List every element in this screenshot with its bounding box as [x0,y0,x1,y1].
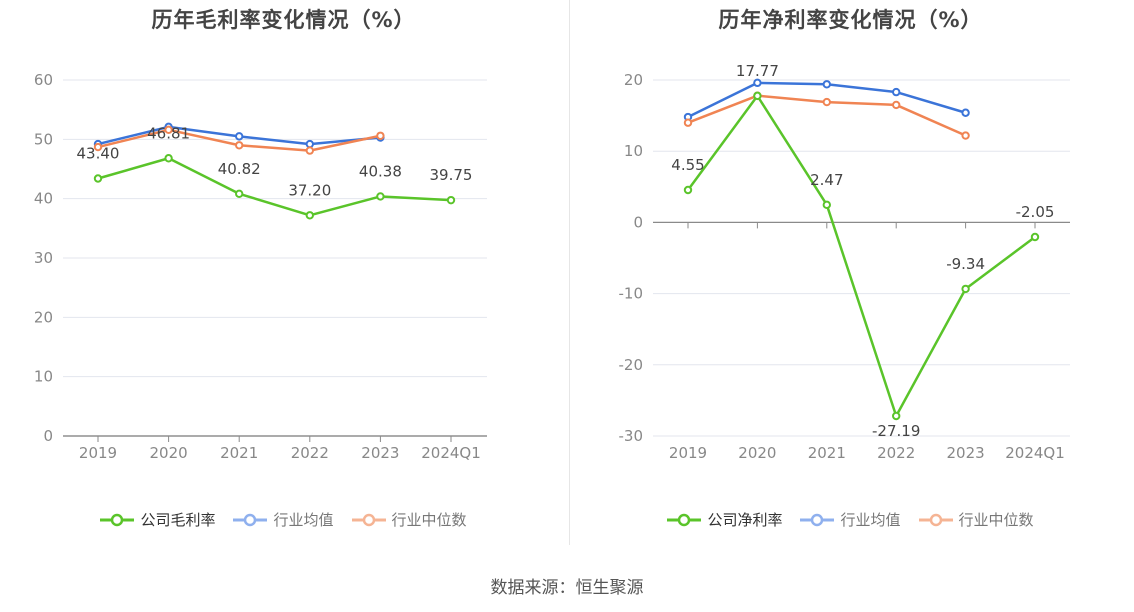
data-point [93,142,103,152]
y-tick-label: 30 [34,249,53,267]
data-point [753,91,762,101]
data-label: -27.19 [872,422,920,440]
y-tick-label: -20 [619,356,644,374]
x-tick-label: 2023 [947,444,985,462]
data-point [235,189,244,199]
legend-item-industry-median[interactable]: 行业中位数 [351,509,467,530]
data-label: 40.82 [218,160,261,178]
x-tick-label: 2020 [738,444,776,462]
data-point [892,87,901,97]
legend-label: 行业中位数 [391,511,467,529]
legend-item-industry-median[interactable]: 行业中位数 [918,509,1034,530]
data-point [822,200,831,210]
data-point [683,185,693,195]
data-point [164,154,173,163]
net-margin-panel: 历年净利率变化情况（%） -30 -20 -10 0 10 20 2019 2020 2021 2… [567,0,1134,560]
data-label: -9.34 [946,255,985,273]
x-tick-label: 2024Q1 [421,444,481,462]
data-point [376,131,385,140]
x-tick-label: 2021 [808,444,846,462]
legend: 公司净利率 行业均值 行业中位数 [567,509,1134,530]
legend-item-company[interactable]: 公司净利率 [667,509,782,530]
data-point [961,131,970,140]
x-tick-label: 2020 [150,444,188,462]
y-tick-label: 10 [624,142,643,160]
legend-label: 公司净利率 [707,511,783,529]
data-point [235,132,244,141]
y-tick-label: 60 [34,71,53,89]
legend-line-icon [667,513,702,526]
gross-margin-chart: 0 10 20 30 40 50 60 2019 2020 2021 2022 2023 2024Q1 4… [34,71,487,462]
data-label: 40.38 [359,162,402,180]
x-tick-label: 2023 [361,444,399,462]
x-tick-label: 2022 [877,444,915,462]
panel-divider [569,0,570,545]
data-label: -2.05 [1016,203,1055,221]
data-point [305,139,314,149]
data-point [305,211,314,220]
x-tick-label: 2019 [79,444,117,462]
legend-line-icon [233,513,268,526]
x-tick-label: 2024Q1 [1005,444,1065,462]
data-label: 39.75 [430,166,473,184]
y-tick-label: 10 [34,368,53,386]
y-tick-label: 20 [34,308,53,326]
data-point [822,97,831,107]
legend-line-icon [800,513,835,526]
y-tick-label: 40 [34,190,53,208]
chart-title: 历年毛利率变化情况（%） [151,8,416,32]
data-label: 4.55 [671,156,704,174]
y-tick-label: -10 [619,285,644,303]
data-label: 43.40 [77,144,120,162]
legend: 公司毛利率 行业均值 行业中位数 [0,509,567,530]
series-line [97,157,452,217]
legend-item-industry-avg[interactable]: 行业均值 [233,509,334,530]
y-tick-label: -30 [619,427,644,445]
data-point [961,284,970,294]
x-tick-label: 2022 [291,444,329,462]
data-label: 17.77 [736,62,779,80]
legend-label: 行业均值 [840,511,901,529]
data-point [376,192,385,201]
x-tick-label: 2019 [669,444,707,462]
y-tick-label: 0 [633,213,643,231]
legend-item-company[interactable]: 公司毛利率 [100,509,215,530]
data-point [305,146,314,155]
data-point [93,174,103,183]
legend-line-icon [100,513,135,526]
net-margin-chart: -30 -20 -10 0 10 20 2019 2020 2021 2022 2023 2024Q1… [619,62,1070,462]
chart-title: 历年净利率变化情况（%） [718,8,983,32]
x-tick-label: 2021 [220,444,258,462]
legend-label: 公司毛利率 [140,511,216,529]
data-point [892,411,901,421]
legend-label: 行业中位数 [958,511,1034,529]
data-point [683,118,693,127]
y-tick-label: 0 [43,427,53,445]
data-point [1030,232,1040,242]
data-point [892,100,901,110]
legend-line-icon [351,513,386,526]
data-point [235,141,244,150]
data-point [822,80,831,89]
series-line [686,94,1036,418]
y-tick-label: 50 [34,130,53,148]
data-point [753,78,762,88]
data-label: 46.81 [147,124,190,142]
data-label: 2.47 [810,171,843,189]
legend-line-icon [918,513,953,526]
legend-item-industry-avg[interactable]: 行业均值 [800,509,901,530]
data-source: 数据来源：恒生聚源 [490,578,644,598]
data-label: 37.20 [288,181,331,199]
gross-margin-panel: 历年毛利率变化情况（%） 0 10 20 30 40 50 60 2019 2020 2021 20… [0,0,567,560]
legend-label: 行业均值 [273,511,334,529]
data-point [961,108,970,117]
data-point [446,195,456,205]
data-point [164,125,173,135]
y-tick-label: 20 [624,71,643,89]
